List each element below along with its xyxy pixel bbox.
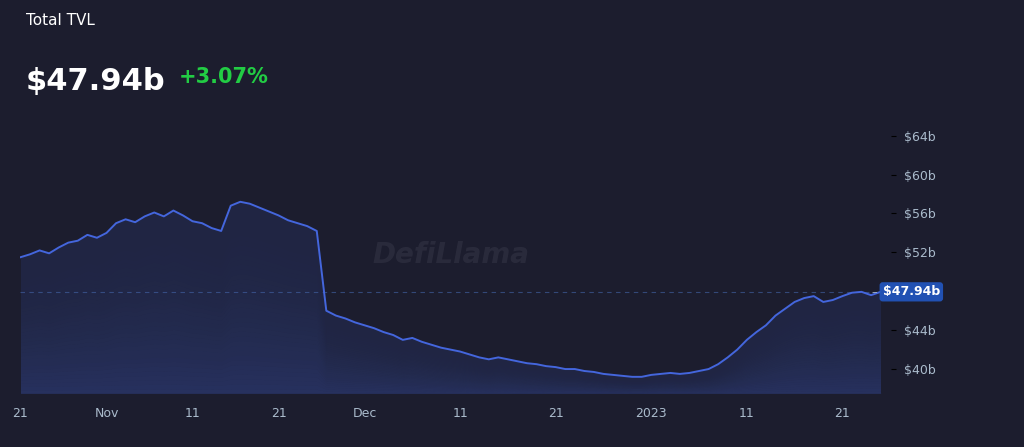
Text: +3.07%: +3.07% (179, 67, 269, 87)
Text: Total TVL: Total TVL (26, 13, 94, 29)
Text: DefiLlama: DefiLlama (372, 241, 529, 269)
Text: $47.94b: $47.94b (26, 67, 165, 96)
Text: $47.94b: $47.94b (883, 285, 940, 298)
Text: –: – (872, 287, 878, 297)
